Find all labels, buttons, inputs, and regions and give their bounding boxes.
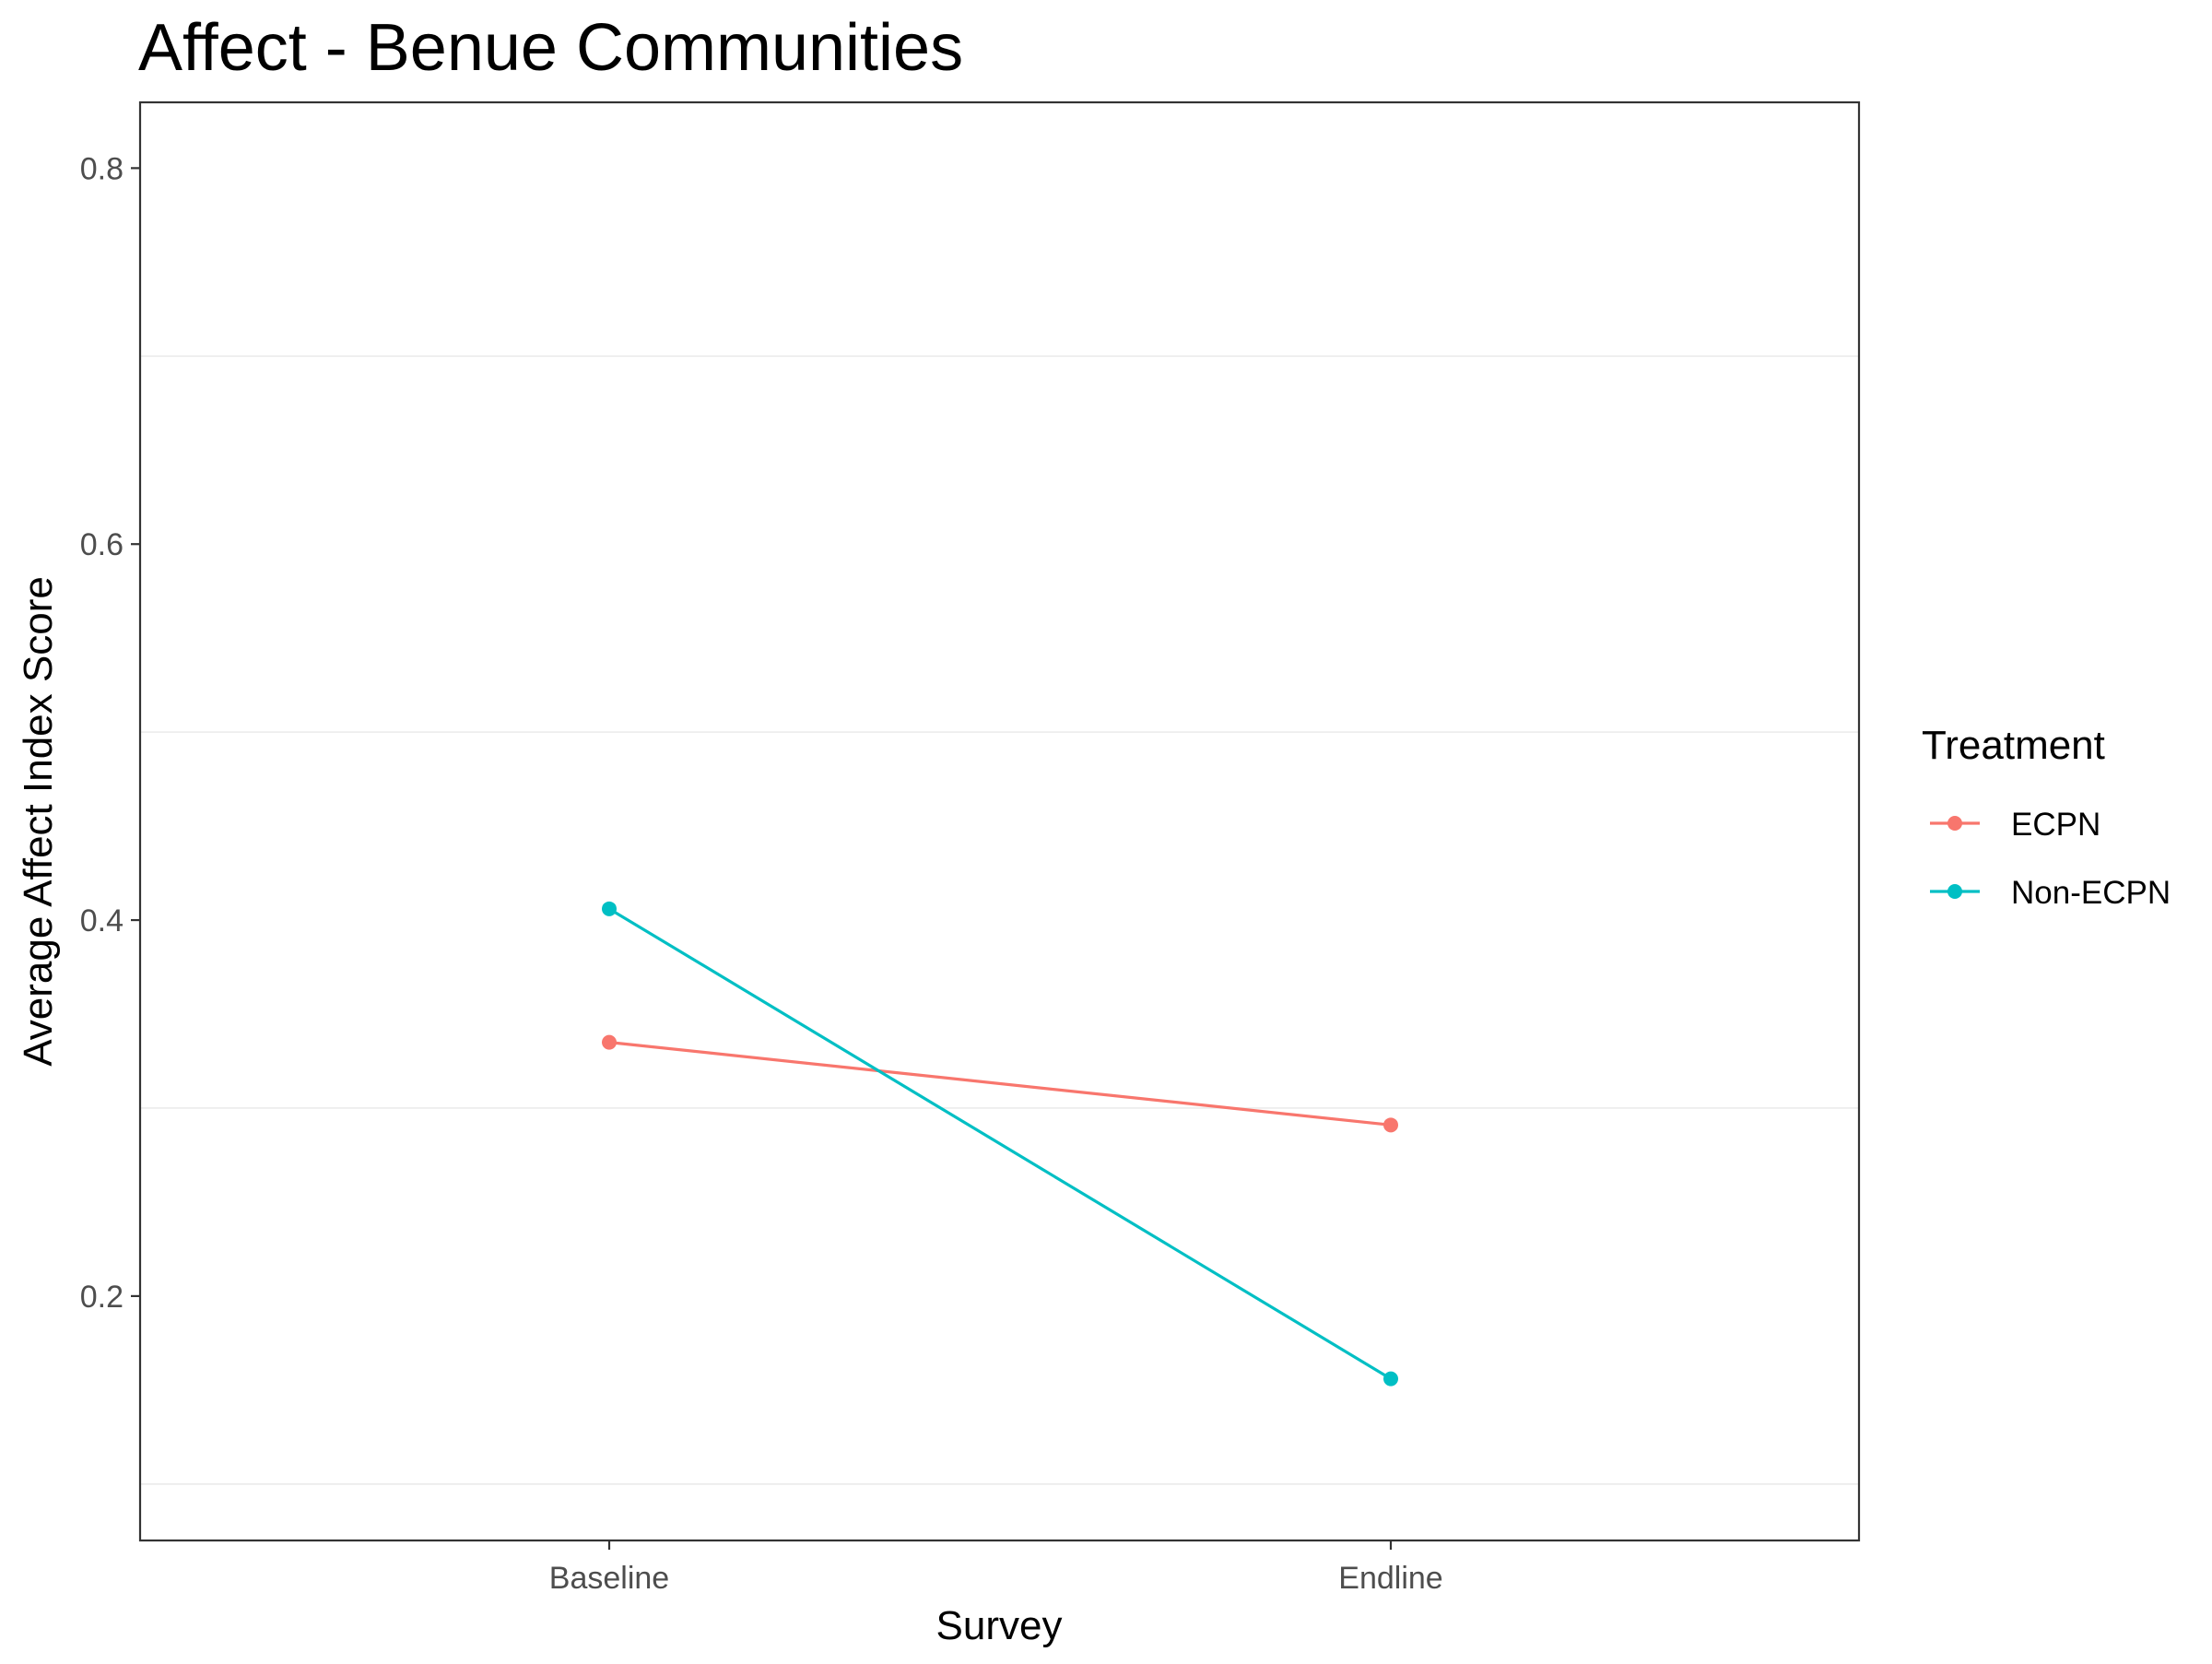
y-tick-label: 0.8 [80, 151, 124, 186]
legend-label: Non-ECPN [2011, 875, 2171, 911]
series-line-ecpn [608, 1041, 1392, 1127]
legend: Treatment ECPN Non-ECPN [1922, 723, 2171, 911]
data-point-ecpn [1383, 1117, 1398, 1133]
y-tick-label: 0.4 [80, 903, 124, 938]
chart-title: Affect - Benue Communities [138, 11, 963, 85]
data-point-ecpn [602, 1034, 617, 1050]
data-point-non-ecpn [1383, 1371, 1398, 1387]
y-tick-label: 0.2 [80, 1280, 124, 1315]
legend-label: ECPN [2011, 807, 2100, 843]
y-tick-label: 0.6 [80, 527, 124, 562]
legend-key-point [1947, 884, 1962, 899]
y-axis-title: Average Affect Index Score [16, 576, 61, 1067]
legend-title: Treatment [1922, 723, 2105, 768]
x-tick-label: Endline [1338, 1561, 1442, 1596]
plot-panel-border [138, 100, 1861, 1542]
axes: 0.2 0.4 0.6 0.8 Baseline Endline [80, 151, 1443, 1596]
x-axis-title: Survey [936, 1603, 1063, 1648]
series-layer [602, 901, 1398, 1387]
data-point-non-ecpn [602, 901, 617, 916]
legend-key-point [1947, 816, 1962, 831]
x-tick-label: Baseline [549, 1561, 669, 1596]
gridlines [140, 355, 1859, 1485]
series-line-non-ecpn [608, 907, 1392, 1380]
